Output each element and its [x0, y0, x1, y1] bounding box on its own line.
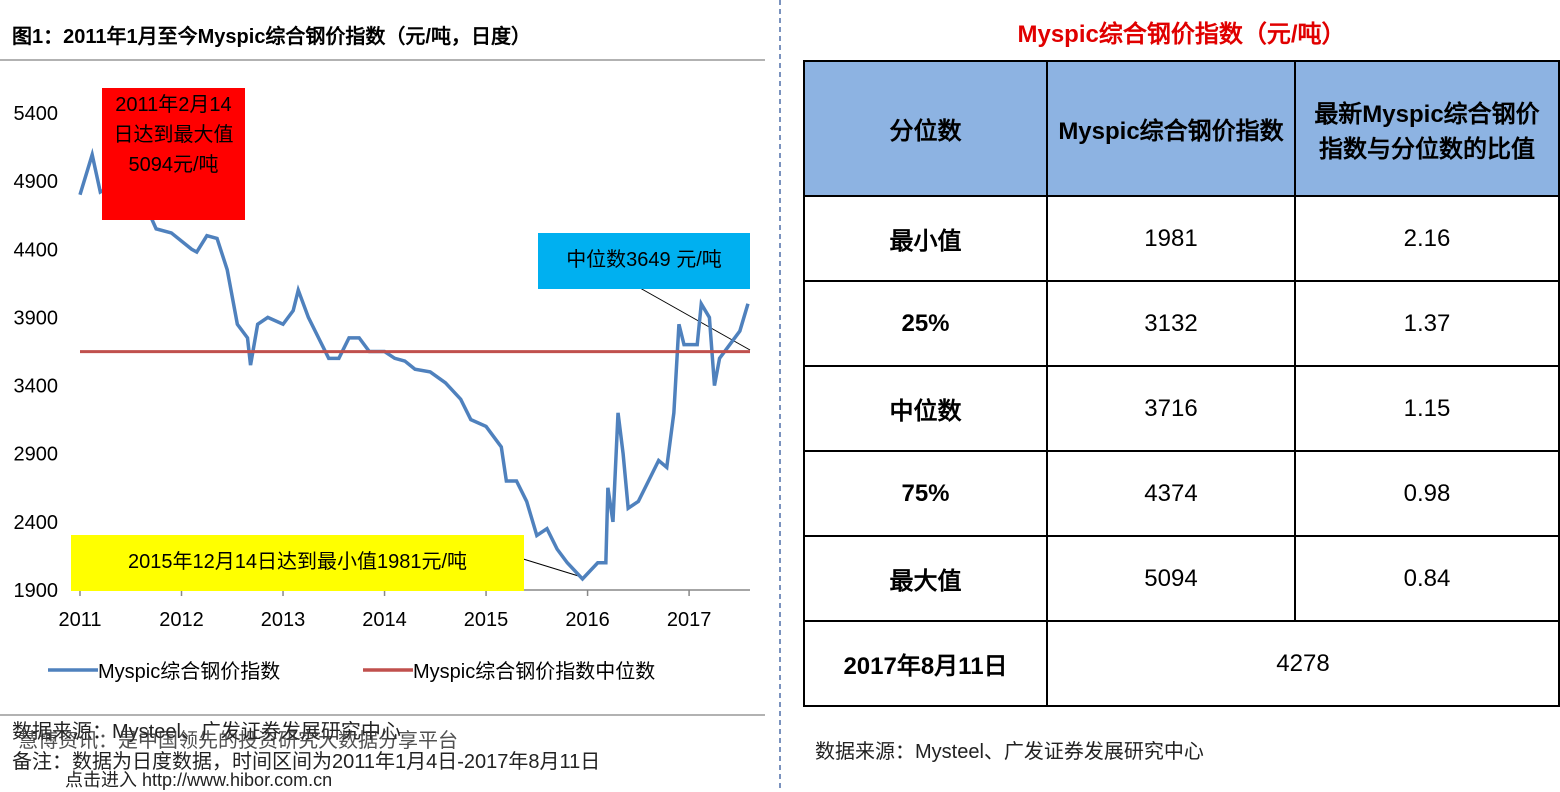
- table-cell: 2.16: [1294, 195, 1560, 282]
- table-cell: 2017年8月11日: [803, 620, 1048, 707]
- pointer: [519, 557, 586, 579]
- table-cell: 5094: [1046, 535, 1296, 622]
- table-cell: 4374: [1046, 450, 1296, 537]
- y-tick-label: 2400: [14, 512, 59, 534]
- table-cell: 3716: [1046, 365, 1296, 452]
- header-cell: 最新Myspic综合钢价指数与分位数的比值: [1294, 60, 1560, 197]
- table-title: Myspic综合钢价指数（元/吨）: [1017, 21, 1346, 48]
- table-cell: 最小值: [803, 195, 1048, 282]
- table-row: 最大值 5094 0.84: [803, 535, 1560, 622]
- chart: 1900 2400 2900 3400 3900 4400 4900 5400 2011 2012…: [0, 0, 781, 792]
- table-cell: 0.84: [1294, 535, 1560, 622]
- table-row: 75% 4374 0.98: [803, 450, 1560, 537]
- table-cell: 中位数: [803, 365, 1048, 452]
- table-row: 最小值 1981 2.16: [803, 195, 1560, 282]
- data-table: 分位数 Myspic综合钢价指数 最新Myspic综合钢价指数与分位数的比值 最…: [803, 60, 1560, 707]
- y-tick-label: 1900: [14, 580, 59, 602]
- x-tick-label: 2015: [464, 609, 509, 631]
- table-cell: 0.98: [1294, 450, 1560, 537]
- table-cell: 1.15: [1294, 365, 1560, 452]
- annotation: 2011年2月14日达到最大值5094元/吨: [102, 88, 245, 220]
- table-row: 2017年8月11日 4278: [803, 620, 1560, 707]
- table-cell: 最大值: [803, 535, 1048, 622]
- y-tick-label: 5400: [14, 103, 59, 125]
- x-tick-label: 2012: [159, 609, 204, 631]
- header-cell: Myspic综合钢价指数: [1046, 60, 1296, 197]
- table-cell: 75%: [803, 450, 1048, 537]
- legend-label: Myspic综合钢价指数中位数: [413, 660, 655, 683]
- table-cell: 1981: [1046, 195, 1296, 282]
- header-cell: 分位数: [803, 60, 1048, 197]
- table-row: 25% 3132 1.37: [803, 280, 1560, 367]
- x-tick-label: 2013: [261, 609, 306, 631]
- annotation: 中位数3649 元/吨: [538, 233, 750, 289]
- chart-title: 图1：2011年1月至今Myspic综合钢价指数（元/吨，日度）: [12, 26, 531, 48]
- y-tick-label: 3400: [14, 376, 59, 398]
- table-cell: 4278: [1046, 620, 1560, 707]
- note: 数据来源：Mysteel、广发证券发展研究中心: [12, 721, 401, 743]
- y-tick-label: 4900: [14, 171, 59, 193]
- x-tick-label: 2014: [362, 609, 407, 631]
- watermark: 慧博资讯：是中国领先的投资研究大数据分享平台: [18, 730, 458, 752]
- y-tick-label: 2900: [14, 444, 59, 466]
- annotation: 2015年12月14日达到最小值1981元/吨: [71, 535, 524, 591]
- table-row: 中位数 3716 1.15: [803, 365, 1560, 452]
- table-cell: 3132: [1046, 280, 1296, 367]
- table-cell: 1.37: [1294, 280, 1560, 367]
- y-tick-label: 3900: [14, 307, 59, 329]
- legend-label: Myspic综合钢价指数: [98, 660, 280, 683]
- line: [78, 147, 750, 582]
- table-source: 数据来源：Mysteel、广发证券发展研究中心: [815, 741, 1204, 763]
- x-tick-label: 2011: [58, 609, 101, 631]
- note: 备注：数据为日度数据，时间区间为2011年1月4日-2017年8月11日: [12, 751, 601, 773]
- table-cell: 25%: [803, 280, 1048, 367]
- y-tick-label: 4400: [14, 239, 59, 261]
- x-tick-label: 2017: [667, 609, 712, 631]
- watermark: 点击进入 http://www.hibor.com.cn: [65, 770, 333, 790]
- header-row: 分位数 Myspic综合钢价指数 最新Myspic综合钢价指数与分位数的比值: [803, 60, 1560, 197]
- x-tick-label: 2016: [565, 609, 610, 631]
